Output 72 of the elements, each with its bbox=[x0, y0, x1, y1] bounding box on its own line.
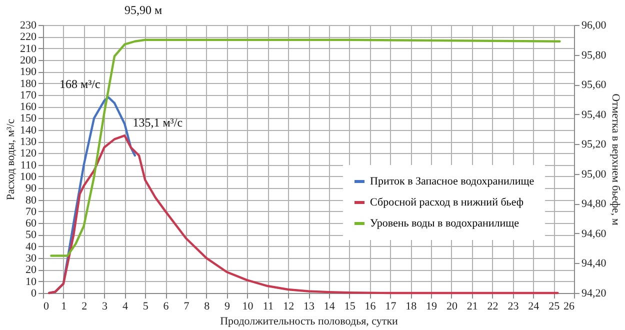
x-tick-label: 24 bbox=[528, 300, 540, 312]
x-tick-label: 23 bbox=[508, 300, 520, 312]
x-tick-label: 5 bbox=[142, 300, 149, 312]
x-tick-label: 18 bbox=[406, 300, 418, 312]
y-tick-label: 150 bbox=[20, 112, 37, 125]
y-tick-label: 130 bbox=[20, 136, 37, 148]
y-tick-label: 110 bbox=[20, 159, 37, 172]
x-tick-label: 22 bbox=[487, 300, 498, 312]
x-tick-label: 20 bbox=[446, 300, 458, 312]
x-tick-label: 21 bbox=[466, 300, 478, 312]
y-tick-label: 20 bbox=[26, 264, 37, 276]
x-tick-label: 1 bbox=[61, 300, 67, 312]
y-axis-title: Расход воды, м³/с bbox=[5, 118, 17, 200]
y-tick-label: 190 bbox=[20, 66, 37, 78]
x-axis-title: Продолжительность половодья, сутки bbox=[220, 316, 398, 328]
x-tick-label: 2 bbox=[82, 300, 88, 312]
y2-tick-label: 94,80 bbox=[582, 198, 607, 210]
x-tick-label: 15 bbox=[344, 300, 356, 312]
y-tick-label: 140 bbox=[20, 124, 37, 136]
y-tick-label: 230 bbox=[20, 20, 37, 32]
y-tick-label: 210 bbox=[20, 42, 37, 55]
x-tick-label: 11 bbox=[262, 300, 274, 312]
x-tick-label: 25 bbox=[548, 300, 560, 312]
y2-axis-title: Отметка в верхнем бьефе, м bbox=[609, 94, 622, 226]
y2-tick-label: 94,20 bbox=[582, 288, 607, 300]
text: 95,90 м bbox=[124, 3, 162, 17]
y-tick-label: 60 bbox=[26, 218, 37, 230]
y-tick-label: 100 bbox=[20, 170, 37, 183]
legend-label: Сбросной расход в нижний бьеф bbox=[370, 196, 524, 208]
x-tick-label: 26 bbox=[564, 300, 575, 312]
line-series bbox=[48, 134, 559, 294]
y2-tick-label: 95,20 bbox=[582, 138, 607, 151]
x-tick-label: 19 bbox=[426, 300, 438, 312]
y2-tick-label: 95,40 bbox=[582, 108, 607, 121]
y2-tick-label: 96,00 bbox=[582, 20, 607, 32]
y2-tick-label: 95,60 bbox=[582, 79, 607, 92]
y2-tick-label: 94,40 bbox=[582, 258, 607, 270]
x-tick-label: 10 bbox=[242, 300, 254, 312]
x-tick-label: 17 bbox=[385, 300, 397, 312]
legend-label: Приток в Запасное водохранилище bbox=[370, 176, 534, 188]
x-tick-label: 14 bbox=[324, 300, 336, 312]
y-tick-label: 10 bbox=[26, 276, 37, 288]
x-tick-label: 13 bbox=[304, 300, 315, 312]
y-tick-label: 200 bbox=[20, 54, 37, 66]
y-tick-label: 220 bbox=[20, 31, 37, 44]
y-tick-label: 50 bbox=[26, 229, 37, 242]
legend-label: Уровень воды в водохранилище bbox=[370, 218, 520, 230]
y2-tick-label: 94,60 bbox=[582, 228, 607, 240]
x-tick-label: 12 bbox=[283, 300, 294, 312]
y-tick-label: 180 bbox=[20, 78, 37, 90]
line-series bbox=[50, 38, 561, 257]
x-tick-label: 16 bbox=[364, 300, 376, 312]
x-tick-label: 6 bbox=[163, 300, 170, 312]
y-tick-label: 30 bbox=[26, 252, 37, 265]
y-tick-label: 70 bbox=[26, 206, 37, 218]
y-tick-label: 40 bbox=[26, 240, 37, 253]
y-tick-label: 80 bbox=[26, 194, 37, 206]
y2-tick-label: 95,80 bbox=[582, 49, 607, 62]
y-tick-label: 90 bbox=[26, 182, 37, 195]
y-tick-label: 170 bbox=[20, 89, 37, 102]
x-tick-label: 3 bbox=[102, 300, 108, 312]
y2-tick-label: 95,00 bbox=[582, 168, 607, 180]
x-tick-label: 4 bbox=[122, 300, 128, 312]
y-tick-label: 160 bbox=[20, 101, 37, 114]
annotation: 135,1 м³/с bbox=[132, 116, 183, 130]
x-tick-label: 7 bbox=[184, 300, 190, 312]
x-tick-label: 8 bbox=[204, 300, 210, 312]
x-tick-label: 9 bbox=[224, 300, 231, 312]
y-tick-label: 0 bbox=[31, 288, 37, 300]
y-tick-label: 120 bbox=[20, 148, 37, 160]
annotation: 168 м³/с bbox=[59, 77, 100, 92]
x-tick-label: 0 bbox=[44, 300, 50, 312]
